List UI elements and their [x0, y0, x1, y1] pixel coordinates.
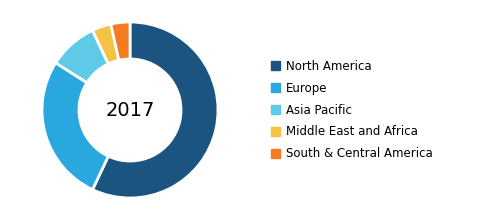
Wedge shape — [56, 30, 108, 83]
Wedge shape — [92, 24, 119, 64]
Wedge shape — [42, 63, 108, 190]
Text: 2017: 2017 — [106, 101, 154, 119]
Wedge shape — [111, 22, 130, 60]
Wedge shape — [92, 22, 218, 198]
Legend: North America, Europe, Asia Pacific, Middle East and Africa, South & Central Ame: North America, Europe, Asia Pacific, Mid… — [271, 60, 433, 160]
